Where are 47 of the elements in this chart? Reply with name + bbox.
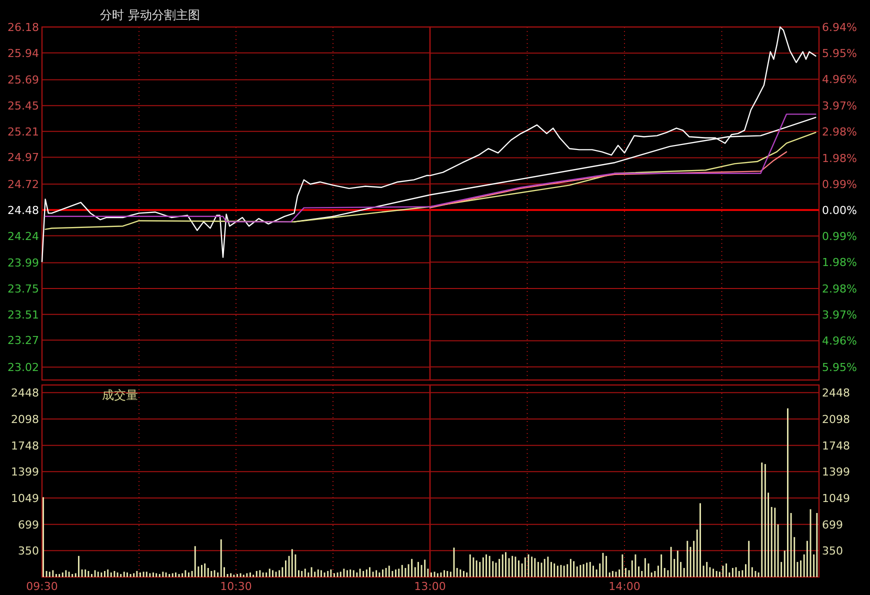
y2-tick-label: 699 <box>822 518 843 532</box>
y-tick-label: 1399 <box>11 466 39 479</box>
y-tick-label: 23.75 <box>8 282 39 296</box>
text: 5.95% <box>822 47 857 60</box>
y-tick-label: 2098 <box>11 413 39 426</box>
y2-tick-label: 2448 <box>822 386 850 400</box>
text: 0.00% <box>822 204 857 217</box>
text: 0.99% <box>822 178 857 191</box>
text: 4.96% <box>822 73 857 86</box>
y-tick-label: 1748 <box>11 439 39 452</box>
text: 2.98% <box>822 125 857 138</box>
y-tick-label: 23.02 <box>8 361 39 374</box>
y-tick-label: 350 <box>18 544 39 558</box>
y-tick-label: 2448 <box>11 386 39 400</box>
text: 0.99% <box>822 230 857 244</box>
y-tick-label: 25.69 <box>8 74 39 87</box>
y-tick-label: 23.27 <box>8 334 39 348</box>
text: 1.98% <box>822 152 857 165</box>
text: 2.98% <box>822 282 857 296</box>
y2-tick-label: 1399 <box>822 466 850 479</box>
y2-tick-label: 1748 <box>822 439 850 452</box>
y-tick-label: 26.18 <box>8 21 39 34</box>
y-tick-label: 25.45 <box>8 100 39 113</box>
chart-title: 分时 异动分割主图 <box>100 8 200 22</box>
text: 4.96% <box>822 334 857 348</box>
y-tick-label: 1049 <box>11 492 39 506</box>
y-tick-label: 24.97 <box>8 151 39 164</box>
y-tick-label: 25.94 <box>8 46 39 60</box>
y-tick-label: 23.51 <box>8 308 39 322</box>
text: 1.98% <box>822 256 857 270</box>
y2-tick-label: 350 <box>822 544 843 558</box>
y2-tick-label: 2098 <box>822 413 850 426</box>
text: 6.94% <box>822 21 857 34</box>
y-tick-label: 24.24 <box>8 230 39 243</box>
y2-tick-label: 1049 <box>822 492 850 506</box>
x-tick-label: 13:00 <box>414 580 446 593</box>
y-tick-label: 699 <box>18 518 39 532</box>
x-tick-label: 10:30 <box>220 580 252 593</box>
text: 5.95% <box>822 360 857 374</box>
text: 3.97% <box>822 308 857 322</box>
text: 3.97% <box>822 99 857 112</box>
y-tick-label: 24.72 <box>8 178 39 192</box>
y-tick-label: 24.48 <box>8 204 39 217</box>
y-tick-label: 25.21 <box>8 125 39 138</box>
x-tick-label: 09:30 <box>26 580 58 593</box>
x-tick-label: 14:00 <box>608 580 640 593</box>
y-tick-label: 23.99 <box>8 256 39 270</box>
